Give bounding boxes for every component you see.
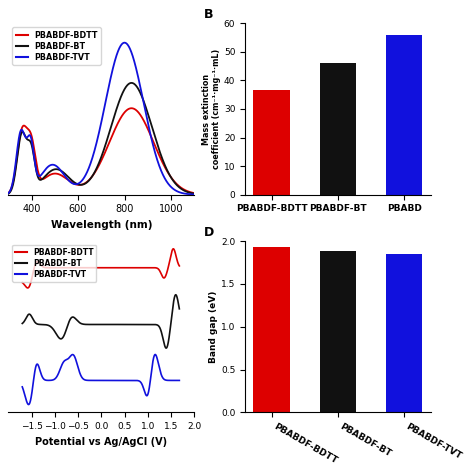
X-axis label: Potential vs Ag/AgCl (V): Potential vs Ag/AgCl (V): [35, 437, 167, 447]
Text: B: B: [204, 8, 214, 21]
Y-axis label: Band gap (eV): Band gap (eV): [209, 291, 218, 363]
Legend: PBABDF-BDTT, PBABDF-BT, PBABDF-TVT: PBABDF-BDTT, PBABDF-BT, PBABDF-TVT: [12, 245, 96, 282]
Legend: PBABDF-BDTT, PBABDF-BT, PBABDF-TVT: PBABDF-BDTT, PBABDF-BT, PBABDF-TVT: [12, 27, 101, 65]
Bar: [386, 254, 422, 412]
Bar: [320, 64, 356, 195]
Y-axis label: Mass extinction
coefficient (cm⁻¹·mg⁻¹·mL): Mass extinction coefficient (cm⁻¹·mg⁻¹·m…: [201, 49, 221, 169]
Text: D: D: [204, 226, 214, 239]
Bar: [320, 251, 356, 412]
Bar: [254, 247, 290, 412]
X-axis label: Wavelength (nm): Wavelength (nm): [51, 220, 152, 230]
Bar: [386, 35, 422, 195]
Bar: [254, 91, 290, 195]
